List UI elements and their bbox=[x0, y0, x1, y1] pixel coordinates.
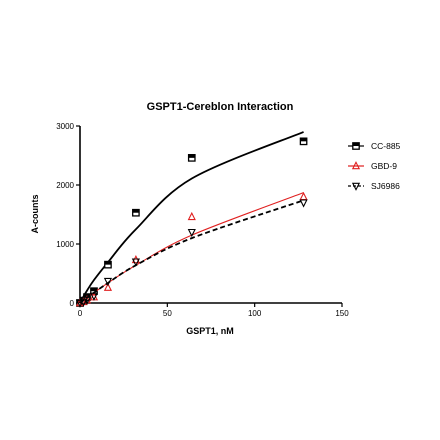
x-tick-label: 0 bbox=[78, 309, 83, 318]
data-point-cc-885-fill bbox=[300, 138, 307, 142]
data-point-sj6986 bbox=[82, 296, 92, 305]
data-point-sj6986 bbox=[79, 298, 88, 307]
data-point-gbd-9 bbox=[103, 282, 113, 291]
data-point-cc-885-fill bbox=[90, 288, 98, 292]
y-axis-title: A-counts bbox=[30, 195, 40, 234]
data-point-cc-885-fill bbox=[188, 154, 195, 158]
legend: CC-885 GBD-9 SJ6986 bbox=[348, 141, 401, 191]
legend-marker-cc-885-fill bbox=[352, 142, 360, 146]
x-tick-label: 150 bbox=[335, 309, 349, 318]
x-tick-label: 50 bbox=[163, 309, 172, 318]
y-tick-label: 0 bbox=[70, 299, 75, 308]
legend-marker-gbd-9 bbox=[351, 161, 361, 170]
data-point-sj6986 bbox=[75, 299, 85, 308]
data-point-gbd-9 bbox=[187, 211, 196, 221]
series-curve-gbd-9 bbox=[79, 192, 304, 304]
x-tick-label: 100 bbox=[248, 309, 262, 318]
data-point-cc-885-fill bbox=[104, 261, 112, 265]
data-point-sj6986 bbox=[131, 258, 140, 267]
legend-marker-sj6986 bbox=[351, 182, 361, 191]
data-point-cc-885-fill bbox=[132, 209, 140, 213]
y-tick-label: 1000 bbox=[56, 240, 74, 249]
chart-title: GSPT1-Cereblon Interaction bbox=[147, 101, 294, 113]
data-point-sj6986 bbox=[187, 228, 196, 238]
data-point-sj6986 bbox=[299, 199, 308, 208]
series-curve-sj6986 bbox=[79, 199, 304, 304]
legend-label-sj6986: SJ6986 bbox=[371, 181, 400, 191]
legend-label-gbd-9: GBD-9 bbox=[371, 161, 397, 171]
legend-label-cc-885: CC-885 bbox=[371, 141, 401, 151]
x-axis-title: GSPT1, nM bbox=[186, 326, 234, 336]
data-point-sj6986 bbox=[103, 277, 113, 287]
y-tick-label: 3000 bbox=[56, 122, 74, 131]
plot-area: 0 1000 2000 3000 0 50 100 150 bbox=[56, 122, 349, 318]
y-tick-label: 2000 bbox=[56, 181, 74, 190]
data-point-sj6986 bbox=[89, 292, 99, 301]
